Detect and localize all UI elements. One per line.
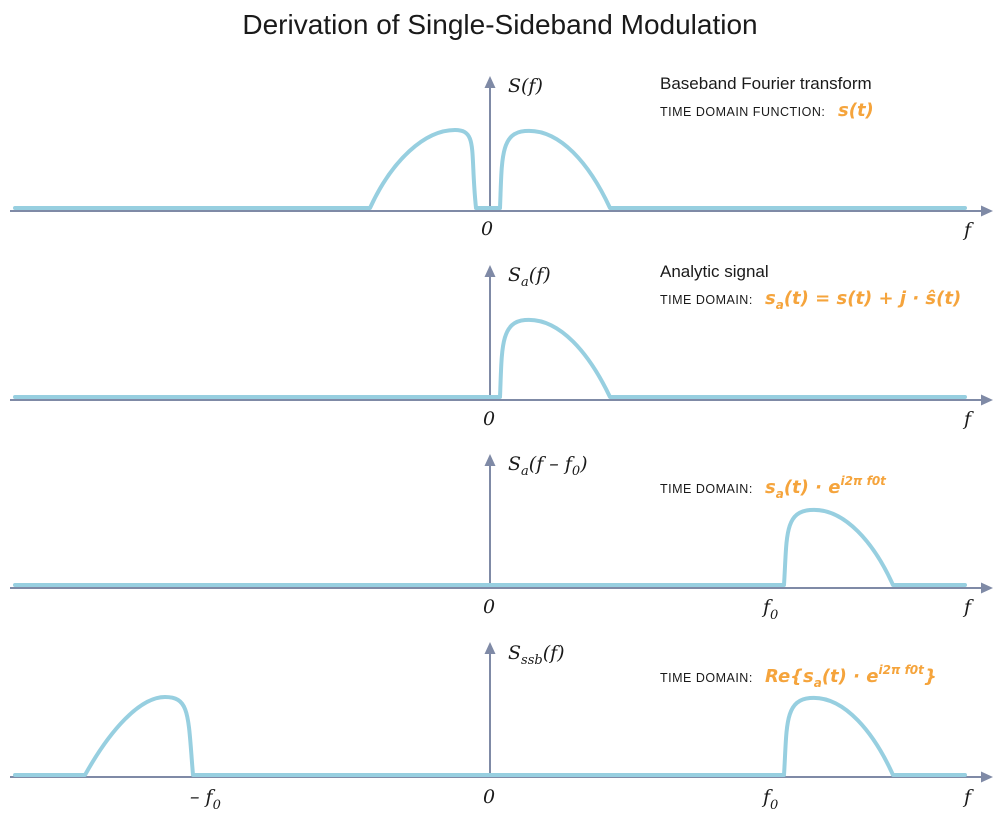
f-axis-arrow-icon	[981, 394, 993, 406]
y-axis-label: Sa(f)	[508, 264, 551, 290]
f0-label: f0	[761, 786, 778, 813]
time-domain-formula: sa(t) · ei2π f0t	[765, 474, 887, 501]
f-label: f	[962, 596, 974, 618]
y-axis-arrow-icon	[484, 454, 496, 466]
f-axis-arrow-icon	[981, 582, 993, 594]
time-domain-label: TIME DOMAIN:	[660, 671, 753, 685]
panel-shifted: Sa(f – f0) 0 f0 f TIME DOMAIN: sa(t) · e…	[10, 453, 993, 623]
time-domain-formula: s(t)	[838, 100, 874, 121]
spectrum-curve	[13, 317, 967, 399]
f-label: f	[962, 408, 974, 430]
f-axis-arrow-icon	[981, 771, 993, 783]
f0-label: f0	[761, 596, 778, 623]
time-domain-label: TIME DOMAIN FUNCTION:	[660, 105, 825, 119]
y-axis-label: Sssb(f)	[508, 642, 565, 668]
zero-label: 0	[483, 786, 495, 808]
time-domain-label: TIME DOMAIN:	[660, 482, 753, 496]
panel-baseband: S(f) 0 f Baseband Fourier transform TIME…	[10, 74, 993, 241]
diagram-title: Derivation of Single-Sideband Modulation	[242, 9, 757, 40]
y-axis-arrow-icon	[484, 76, 496, 88]
panel-description: Analytic signal	[660, 262, 769, 281]
neg-f0-label: – f0	[190, 786, 221, 813]
zero-label: 0	[481, 218, 493, 240]
spectrum-curve	[13, 507, 967, 587]
spectrum-curve	[13, 128, 967, 210]
y-axis-label: S(f)	[508, 75, 543, 97]
panel-ssb: Sssb(f) – f0 0 f0 f TIME DOMAIN: Re{sa(t…	[10, 642, 993, 813]
time-domain-label: TIME DOMAIN:	[660, 293, 753, 307]
y-axis-arrow-icon	[484, 265, 496, 277]
panel-analytic: Sa(f) 0 f Analytic signal TIME DOMAIN: s…	[10, 262, 993, 430]
y-axis-label: Sa(f – f0)	[508, 453, 588, 479]
f-label: f	[962, 219, 974, 241]
time-domain-formula: sa(t) = s(t) + j · ŝ(t)	[765, 288, 961, 312]
f-axis-arrow-icon	[981, 205, 993, 217]
panel-description: Baseband Fourier transform	[660, 74, 872, 93]
spectrum-curve	[13, 695, 967, 777]
zero-label: 0	[483, 596, 495, 618]
zero-label: 0	[483, 408, 495, 430]
f-label: f	[962, 786, 974, 808]
time-domain-formula: Re{sa(t) · ei2π f0t}	[765, 663, 937, 690]
y-axis-arrow-icon	[484, 642, 496, 654]
